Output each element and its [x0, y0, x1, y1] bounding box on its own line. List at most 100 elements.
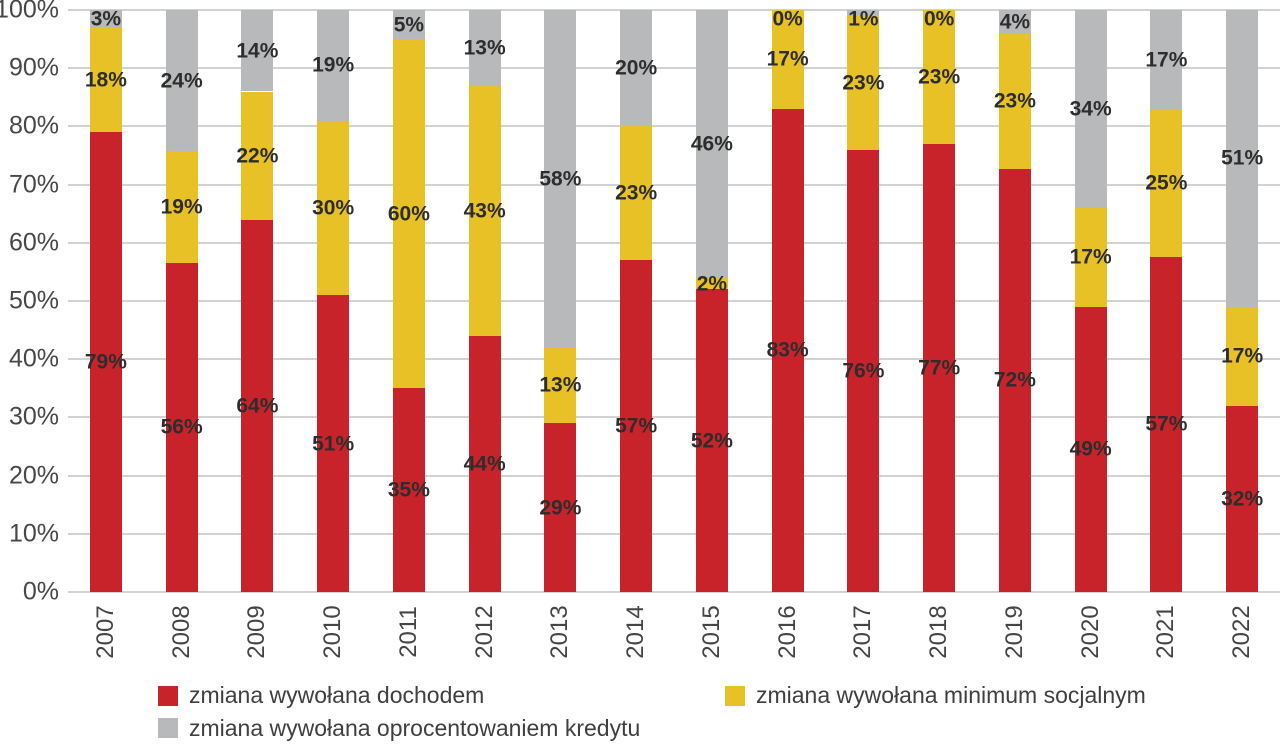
bar-slot-2009: 64% 22% 14% 2009: [220, 10, 296, 659]
x-axis-tick-label: 2007: [91, 605, 119, 659]
gridline-40: [68, 358, 1280, 361]
gridline-100: [68, 9, 1280, 11]
bar-segment-oprocentowaniem-kredytu: [165, 10, 198, 152]
legend-item-dochodem: zmiana wywołana dochodem: [158, 682, 725, 710]
legend-label-oprocentowaniem-kredytu: zmiana wywołana oprocentowaniem kredytu: [189, 714, 641, 741]
bar-slot-2016: 83% 17% 0% 2016: [750, 9, 826, 659]
legend-item-minimum-socjalnym: zmiana wywołana minimum socjalnym: [725, 682, 1146, 710]
data-label-oprocentowaniem-kredytu: 58%: [539, 167, 582, 191]
data-label-minimum-socjalnym: 23%: [842, 71, 885, 95]
plot-area: 0% 10% 20% 30% 40% 50% 60% 70% 80% 90% 100% 79% 18% 3…: [0, 0, 1280, 659]
data-label-oprocentowaniem-kredytu: 19%: [312, 53, 355, 77]
gridline-0: [68, 591, 1280, 593]
bar-segment-minimum-socjalnym: [1074, 207, 1107, 307]
bar-segment-dochodem: [1074, 306, 1107, 592]
bar-segment-oprocentowaniem-kredytu: [1074, 10, 1107, 208]
bar-segment-oprocentowaniem-kredytu: [695, 10, 728, 278]
data-label-dochodem: 32%: [1221, 487, 1264, 511]
gridline-90: [68, 67, 1280, 70]
data-label-minimum-socjalnym: 25%: [1145, 171, 1188, 195]
x-axis-tick-label: 2008: [167, 605, 195, 659]
bar-segment-minimum-socjalnym: [241, 91, 274, 220]
data-label-oprocentowaniem-kredytu: 4%: [999, 10, 1031, 34]
data-label-oprocentowaniem-kredytu: 1%: [848, 7, 879, 31]
bar-segment-oprocentowaniem-kredytu: [1226, 10, 1259, 307]
data-label-oprocentowaniem-kredytu: 34%: [1069, 97, 1112, 121]
data-label-minimum-socjalnym: 17%: [766, 47, 809, 71]
y-axis-tick-label: 30%: [8, 402, 59, 431]
data-label-oprocentowaniem-kredytu: 0%: [923, 7, 955, 31]
bar-segment-minimum-socjalnym: [923, 10, 956, 144]
data-label-minimum-socjalnym: 23%: [993, 89, 1036, 113]
bar-segment-minimum-socjalnym: [847, 15, 880, 150]
bar-slot-2020: 49% 17% 34% 2020: [1053, 10, 1129, 659]
legend-label-dochodem: zmiana wywołana dochodem: [189, 682, 485, 708]
bar-slot-2008: 56% 19% 24% 2008: [144, 10, 220, 659]
gridline-60: [68, 241, 1280, 244]
bar-slot-2022: 32% 17% 51% 2022: [1204, 10, 1280, 659]
data-label-minimum-socjalnym: 23%: [918, 65, 961, 89]
data-label-dochodem: 77%: [918, 356, 961, 380]
data-label-oprocentowaniem-kredytu: 24%: [160, 69, 203, 93]
x-axis-tick-label: 2013: [546, 605, 574, 659]
data-label-minimum-socjalnym: 13%: [539, 373, 582, 397]
bar-segment-minimum-socjalnym: [468, 85, 501, 336]
legend: zmiana wywołana dochodem zmiana wywołana …: [158, 682, 1146, 742]
y-axis-tick-label: 60%: [8, 228, 59, 257]
gridline-50: [68, 300, 1280, 302]
data-label-dochodem: 35%: [387, 478, 430, 502]
bar-segment-minimum-socjalnym: [998, 33, 1031, 169]
x-axis-tick-label: 2016: [773, 605, 801, 659]
bar-segment-minimum-socjalnym: [620, 126, 653, 261]
y-axis-tick-label: 10%: [8, 519, 59, 548]
bar-segment-dochodem: [1150, 256, 1183, 592]
data-label-oprocentowaniem-kredytu: 13%: [463, 36, 506, 60]
bar-segment-dochodem: [317, 295, 350, 592]
data-label-dochodem: 56%: [160, 415, 203, 439]
data-label-minimum-socjalnym: 17%: [1221, 344, 1264, 368]
x-axis-tick-label: 2021: [1152, 605, 1180, 659]
bar-slot-2012: 44% 43% 13% 2012: [447, 10, 523, 659]
y-axis-tick-label: 50%: [8, 286, 59, 315]
data-label-oprocentowaniem-kredytu: 3%: [90, 7, 122, 31]
bar-segment-dochodem: [923, 143, 956, 592]
bar-segment-minimum-socjalnym: [1226, 306, 1259, 406]
bar-slot-2007: 79% 18% 3% 2007: [68, 9, 144, 659]
data-label-oprocentowaniem-kredytu: 5%: [393, 13, 425, 37]
bar-slot-2011: 35% 60% 5% 2011: [371, 10, 447, 658]
x-axis-tick-label: 2009: [243, 605, 271, 659]
data-label-dochodem: 79%: [84, 350, 127, 374]
bar-segment-oprocentowaniem-kredytu: [468, 10, 501, 86]
data-label-dochodem: 51%: [312, 432, 355, 456]
bar-slot-2013: 29% 13% 58% 2013: [523, 10, 599, 659]
bar-segment-minimum-socjalnym: [392, 39, 425, 389]
y-axis-tick-label: 70%: [8, 170, 59, 199]
data-label-minimum-socjalnym: 60%: [387, 202, 430, 226]
bar-segment-minimum-socjalnym: [695, 277, 728, 290]
bar-segment-minimum-socjalnym: [1150, 109, 1183, 257]
bar-slot-2010: 51% 30% 19% 2010: [295, 10, 371, 659]
x-axis-tick-label: 2017: [849, 605, 877, 659]
gridline-80: [68, 125, 1280, 128]
legend-label-minimum-socjalnym: zmiana wywołana minimum socjalnym: [756, 682, 1146, 708]
bar-segment-oprocentowaniem-kredytu: [847, 10, 880, 16]
x-axis-tick-label: 2018: [925, 605, 953, 659]
data-label-oprocentowaniem-kredytu: 0%: [772, 7, 803, 31]
bar-segment-dochodem: [1226, 405, 1259, 592]
data-label-minimum-socjalnym: 18%: [84, 68, 127, 92]
bar-segment-dochodem: [392, 388, 425, 592]
y-axis-tick-label: 80%: [8, 111, 59, 140]
legend-swatch-dochodem: [158, 685, 178, 706]
data-label-dochodem: 72%: [993, 368, 1036, 392]
x-axis-tick-label: 2010: [319, 605, 347, 659]
data-label-minimum-socjalnym: 23%: [615, 181, 658, 205]
x-axis-tick-label: 2020: [1076, 605, 1104, 659]
data-label-dochodem: 64%: [236, 394, 279, 418]
bar-segment-oprocentowaniem-kredytu: [317, 10, 350, 121]
data-label-minimum-socjalnym: 30%: [312, 196, 355, 220]
bar-segment-dochodem: [241, 219, 274, 592]
data-label-oprocentowaniem-kredytu: 17%: [1145, 48, 1188, 72]
bar-slot-2015: 52% 2% 46% 2015: [674, 10, 750, 659]
x-axis-tick-label: 2012: [470, 605, 498, 659]
bar-slot-2014: 57% 23% 20% 2014: [598, 10, 674, 659]
